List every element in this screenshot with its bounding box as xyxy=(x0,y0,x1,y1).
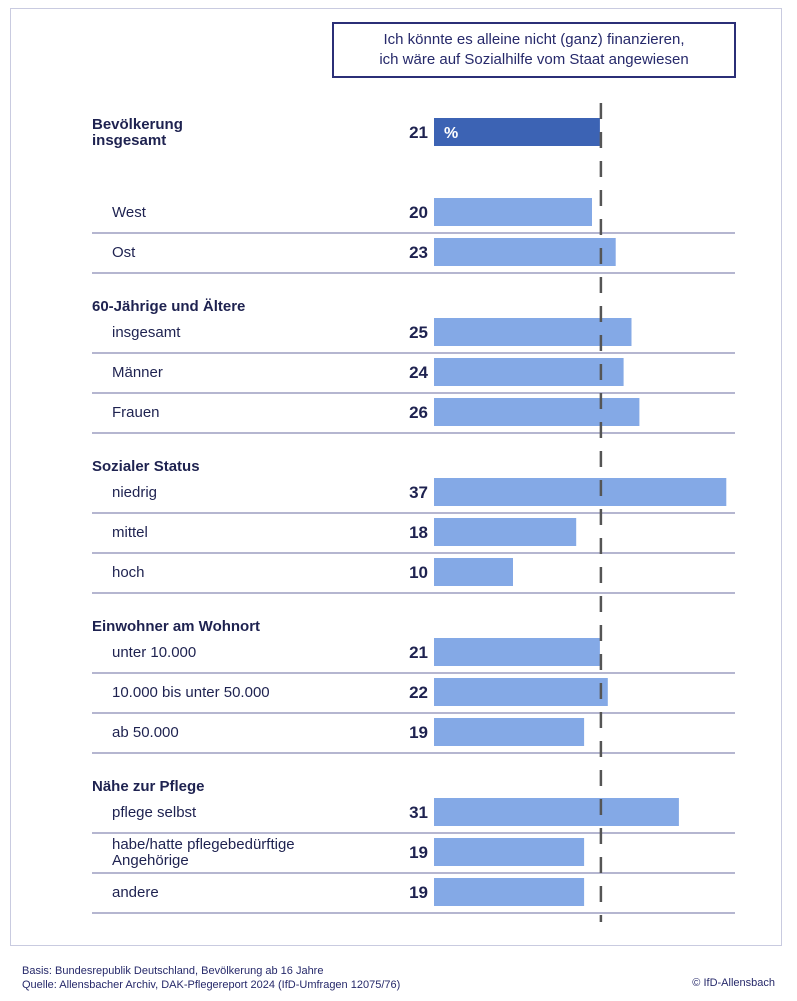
value-label: 19 xyxy=(409,843,428,862)
bar xyxy=(434,398,640,426)
category-label: Ost xyxy=(112,244,136,261)
category-label: andere xyxy=(112,884,159,901)
category-label: West xyxy=(112,204,147,221)
category-label: insgesamt xyxy=(112,324,181,341)
bar xyxy=(434,678,608,706)
value-label: 10 xyxy=(409,563,428,582)
category-label: pflege selbst xyxy=(112,804,197,821)
bar xyxy=(434,478,727,506)
legend-line-2: ich wäre auf Sozialhilfe vom Staat angew… xyxy=(379,51,689,68)
group-header: Sozialer Status xyxy=(92,458,200,475)
category-label: 10.000 bis unter 50.000 xyxy=(112,684,270,701)
bar xyxy=(434,238,616,266)
footer-basis: Basis: Bundesrepublik Deutschland, Bevöl… xyxy=(22,965,324,977)
bar xyxy=(434,558,513,586)
value-label: 22 xyxy=(409,683,428,702)
value-label: 21 xyxy=(409,123,428,142)
category-label: habe/hatte pflegebedürftige xyxy=(112,836,295,853)
bar xyxy=(434,838,585,866)
group-header: 60-Jährige und Ältere xyxy=(92,298,245,315)
chart-frame xyxy=(10,8,782,946)
bar xyxy=(434,718,585,746)
category-label: Frauen xyxy=(112,404,160,421)
value-label: 19 xyxy=(409,883,428,902)
category-label: unter 10.000 xyxy=(112,644,196,661)
bar xyxy=(434,118,600,146)
legend-box: Ich könnte es alleine nicht (ganz) finan… xyxy=(332,22,736,78)
bar xyxy=(434,878,585,906)
unit-label: % xyxy=(444,125,458,142)
group-header: Nähe zur Pflege xyxy=(92,778,205,795)
bar xyxy=(434,358,624,386)
value-label: 37 xyxy=(409,483,428,502)
value-label: 23 xyxy=(409,243,428,262)
category-label: mittel xyxy=(112,524,148,541)
category-label: niedrig xyxy=(112,484,157,501)
category-label: Angehörige xyxy=(112,852,189,869)
value-label: 26 xyxy=(409,403,428,422)
legend-line-1: Ich könnte es alleine nicht (ganz) finan… xyxy=(383,31,685,48)
value-label: 25 xyxy=(409,323,428,342)
value-label: 21 xyxy=(409,643,428,662)
footer-notes: Basis: Bundesrepublik Deutschland, Bevöl… xyxy=(22,964,400,992)
value-label: 24 xyxy=(409,363,428,382)
category-label: insgesamt xyxy=(92,132,166,149)
category-label: Bevölkerung xyxy=(92,116,183,133)
category-label: Männer xyxy=(112,364,163,381)
category-label: hoch xyxy=(112,564,145,581)
value-label: 18 xyxy=(409,523,428,542)
value-label: 31 xyxy=(409,803,428,822)
bar xyxy=(434,318,632,346)
bar xyxy=(434,518,577,546)
value-label: 20 xyxy=(409,203,428,222)
footer-source: Quelle: Allensbacher Archiv, DAK-Pfleger… xyxy=(22,979,401,991)
group-header: Einwohner am Wohnort xyxy=(92,618,260,635)
category-label: ab 50.000 xyxy=(112,724,179,741)
bar xyxy=(434,798,679,826)
bar xyxy=(434,638,600,666)
bar xyxy=(434,198,592,226)
value-label: 19 xyxy=(409,723,428,742)
footer-copyright: © IfD-Allensbach xyxy=(692,977,775,989)
